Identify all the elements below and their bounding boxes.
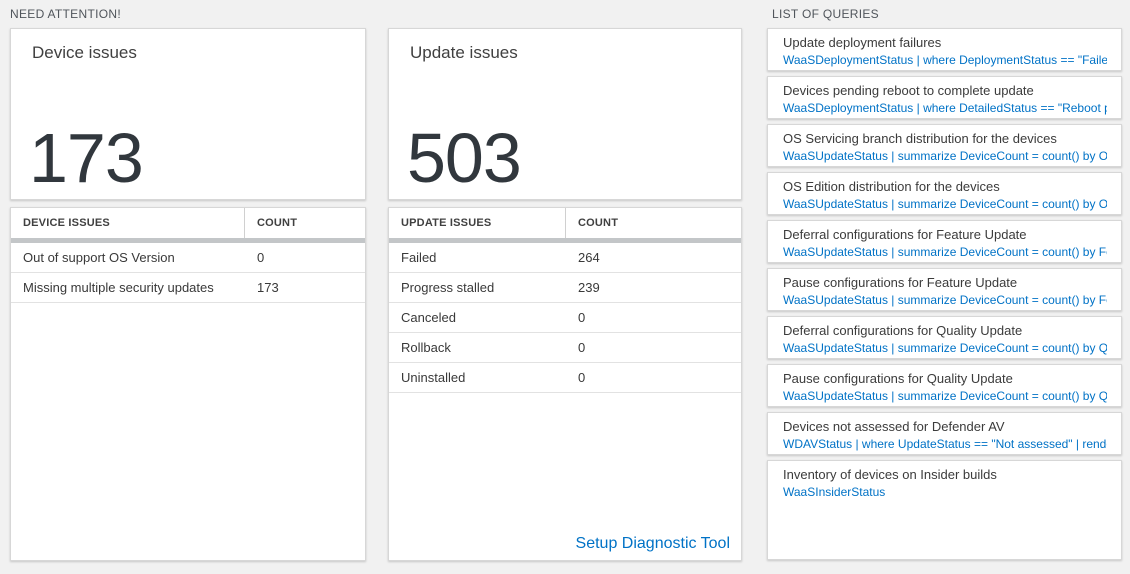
query-text: WDAVStatus | where UpdateStatus == "Not … <box>783 437 1107 451</box>
query-item[interactable]: OS Servicing branch distribution for the… <box>767 124 1122 167</box>
query-item[interactable]: Inventory of devices on Insider builds W… <box>767 460 1122 560</box>
table-row[interactable]: Rollback 0 <box>389 333 741 363</box>
query-text: WaaSUpdateStatus | summarize DeviceCount… <box>783 389 1107 403</box>
query-item[interactable]: Update deployment failures WaaSDeploymen… <box>767 28 1122 71</box>
update-issues-title: Update issues <box>410 43 518 62</box>
query-text: WaaSUpdateStatus | summarize DeviceCount… <box>783 245 1107 259</box>
need-attention-header: NEED ATTENTION! <box>10 7 121 21</box>
row-label: Missing multiple security updates <box>23 280 214 295</box>
row-count: 0 <box>257 250 265 265</box>
query-title: Inventory of devices on Insider builds <box>783 467 997 482</box>
table-row[interactable]: Out of support OS Version 0 <box>11 243 365 273</box>
row-label: Out of support OS Version <box>23 250 175 265</box>
query-text: WaaSUpdateStatus | summarize DeviceCount… <box>783 197 1107 211</box>
row-label: Failed <box>401 250 437 265</box>
update-issues-table: UPDATE ISSUES COUNT Failed 264 Progress … <box>388 207 742 561</box>
device-issues-title: Device issues <box>32 43 137 62</box>
update-issues-tile[interactable]: Update issues 503 <box>388 28 742 200</box>
row-label: Canceled <box>401 310 456 325</box>
query-item[interactable]: Pause configurations for Feature Update … <box>767 268 1122 311</box>
query-text: WaaSDeploymentStatus | where DetailedSta… <box>783 101 1107 115</box>
row-label: Progress stalled <box>401 280 495 295</box>
query-text: WaaSUpdateStatus | summarize DeviceCount… <box>783 149 1107 163</box>
list-of-queries-header: LIST OF QUERIES <box>772 7 879 21</box>
table-row[interactable]: Canceled 0 <box>389 303 741 333</box>
query-title: Devices pending reboot to complete updat… <box>783 83 1034 98</box>
row-count: 0 <box>578 370 586 385</box>
table-row[interactable]: Failed 264 <box>389 243 741 273</box>
setup-diagnostic-tool-link[interactable]: Setup Diagnostic Tool <box>575 535 730 552</box>
row-label: Rollback <box>401 340 451 355</box>
query-title: Pause configurations for Quality Update <box>783 371 1013 386</box>
query-item[interactable]: Pause configurations for Quality Update … <box>767 364 1122 407</box>
query-title: Devices not assessed for Defender AV <box>783 419 1005 434</box>
query-item[interactable]: Deferral configurations for Quality Upda… <box>767 316 1122 359</box>
row-count: 0 <box>578 310 586 325</box>
query-text: WaaSDeploymentStatus | where DeploymentS… <box>783 53 1107 67</box>
row-count: 264 <box>578 250 600 265</box>
query-text: WaaSUpdateStatus | summarize DeviceCount… <box>783 293 1107 307</box>
query-text: WaaSInsiderStatus <box>783 485 886 499</box>
query-item[interactable]: Devices not assessed for Defender AV WDA… <box>767 412 1122 455</box>
column-header-device-issues: DEVICE ISSUES <box>11 208 245 238</box>
table-header-divider-bar <box>11 238 365 243</box>
device-issues-table-header: DEVICE ISSUES COUNT <box>11 208 365 238</box>
row-count: 173 <box>257 280 279 295</box>
column-header-count: COUNT <box>578 217 619 229</box>
update-issues-count: 503 <box>407 119 522 197</box>
table-row[interactable]: Missing multiple security updates 173 <box>11 273 365 303</box>
query-title: OS Servicing branch distribution for the… <box>783 131 1057 146</box>
query-item[interactable]: Devices pending reboot to complete updat… <box>767 76 1122 119</box>
list-of-queries-section: LIST OF QUERIES Update deployment failur… <box>767 0 1122 565</box>
row-count: 0 <box>578 340 586 355</box>
update-issues-section: Update issues 503 UPDATE ISSUES COUNT Fa… <box>388 0 742 561</box>
header-spacer <box>388 0 742 28</box>
query-item[interactable]: Deferral configurations for Feature Upda… <box>767 220 1122 263</box>
query-title: Pause configurations for Feature Update <box>783 275 1018 290</box>
row-label: Uninstalled <box>401 370 466 385</box>
query-title: OS Edition distribution for the devices <box>783 179 1000 194</box>
table-row[interactable]: Uninstalled 0 <box>389 363 741 393</box>
table-header-divider-bar <box>389 238 741 243</box>
need-attention-section: NEED ATTENTION! Device issues 173 DEVICE… <box>10 0 366 561</box>
query-item[interactable]: OS Edition distribution for the devices … <box>767 172 1122 215</box>
device-issues-table: DEVICE ISSUES COUNT Out of support OS Ve… <box>10 207 366 561</box>
query-title: Deferral configurations for Quality Upda… <box>783 323 1023 338</box>
column-header-update-issues: UPDATE ISSUES <box>389 208 566 238</box>
column-header-count: COUNT <box>257 217 298 229</box>
table-row[interactable]: Progress stalled 239 <box>389 273 741 303</box>
update-issues-table-header: UPDATE ISSUES COUNT <box>389 208 741 238</box>
row-count: 239 <box>578 280 600 295</box>
query-text: WaaSUpdateStatus | summarize DeviceCount… <box>783 341 1107 355</box>
device-issues-tile[interactable]: Device issues 173 <box>10 28 366 200</box>
query-title: Deferral configurations for Feature Upda… <box>783 227 1027 242</box>
device-issues-count: 173 <box>29 119 144 197</box>
query-title: Update deployment failures <box>783 35 942 50</box>
